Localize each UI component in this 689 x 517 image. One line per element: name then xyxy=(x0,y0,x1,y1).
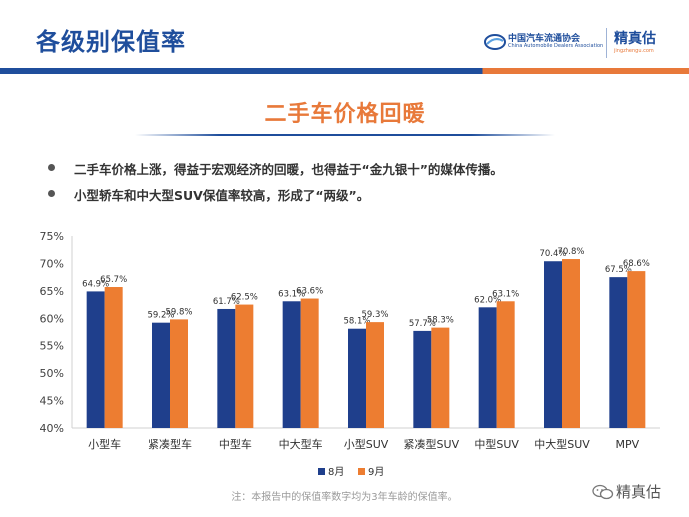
x-tick-label: 中型车 xyxy=(219,437,252,451)
data-label: 59.2% xyxy=(147,311,174,321)
data-label: 57.7% xyxy=(409,319,436,329)
bar-sep xyxy=(235,304,254,428)
data-label: 59.8% xyxy=(165,307,192,317)
bar-aug xyxy=(86,291,105,428)
y-tick-label: 75% xyxy=(40,230,64,243)
wechat-icon xyxy=(592,484,614,500)
cada-name: 中国汽车流通协会 xyxy=(508,34,581,44)
y-tick-label: 40% xyxy=(40,422,64,435)
legend-label: 8月 xyxy=(328,466,344,478)
wechat-watermark: 精真估 xyxy=(592,481,661,502)
bar-sep xyxy=(170,319,188,428)
bullet-text: 小型轿车和中大型SUV保值率较高，形成了“两级”。 xyxy=(74,188,370,203)
y-tick-label: 65% xyxy=(40,285,64,298)
data-label: 62.5% xyxy=(231,293,258,303)
cada-logo: 中国汽车流通协会 China Automobile Dealers Associ… xyxy=(484,30,604,56)
bar-sep xyxy=(562,259,580,428)
data-label: 61.7% xyxy=(213,297,240,307)
y-tick-label: 45% xyxy=(40,395,64,408)
x-tick-label: MPV xyxy=(616,438,640,451)
bar-sep xyxy=(104,287,123,428)
data-label: 59.3% xyxy=(361,310,388,320)
x-tick-label: 小型SUV xyxy=(344,437,389,451)
banner-title: 二手车价格回暖 xyxy=(264,102,426,127)
logo-divider xyxy=(606,28,607,58)
bullet-dot-icon xyxy=(48,190,55,197)
y-tick-label: 60% xyxy=(40,312,64,325)
data-label: 58.1% xyxy=(343,317,370,327)
data-label: 70.8% xyxy=(557,247,584,257)
bar-aug xyxy=(282,301,301,428)
bullet-text: 二手车价格上涨，得益于宏观经济的回暖，也得益于“金九银十”的媒体传播。 xyxy=(74,162,503,177)
data-label: 63.1% xyxy=(492,289,519,299)
x-tick-label: 中型SUV xyxy=(474,437,519,451)
x-tick-label: 中大型车 xyxy=(279,437,323,451)
page-title: 各级别保值率 xyxy=(36,28,186,56)
data-label: 64.9% xyxy=(82,279,109,289)
x-tick-label: 紧凑型车 xyxy=(148,437,192,451)
cada-english-name: China Automobile Dealers Association xyxy=(508,43,604,49)
y-tick-label: 55% xyxy=(40,340,64,353)
bar-sep xyxy=(300,298,319,428)
legend-label: 9月 xyxy=(368,466,384,478)
bar-aug xyxy=(413,330,432,428)
data-label: 63.1% xyxy=(278,289,305,299)
y-tick-label: 70% xyxy=(40,257,64,270)
bar-sep xyxy=(431,327,450,428)
jzg-name: 精真估 xyxy=(614,31,656,47)
bar-sep xyxy=(496,301,515,428)
x-tick-label: 小型车 xyxy=(88,437,121,451)
banner: 二手车价格回暖 xyxy=(135,90,555,140)
data-label: 65.7% xyxy=(100,275,127,285)
bar-aug xyxy=(152,322,170,428)
data-label: 58.3% xyxy=(427,316,454,326)
bar-sep xyxy=(366,322,384,428)
legend-swatch xyxy=(318,468,325,475)
jzg-url: jingzhengu.com xyxy=(614,48,654,54)
header-accent-bar xyxy=(0,68,689,74)
header: 各级别保值率 中国汽车流通协会 China Automobile Dealers… xyxy=(0,0,689,82)
banner-underline xyxy=(135,134,555,136)
data-label: 63.6% xyxy=(296,287,323,297)
bar-aug xyxy=(544,261,562,428)
footnote: 注：本报告中的保值率数字均为3年车龄的保值率。 xyxy=(231,492,458,503)
bar-aug xyxy=(348,328,366,428)
bullet-dot-icon xyxy=(48,164,55,171)
y-tick-label: 50% xyxy=(40,367,64,380)
bar-sep xyxy=(627,271,646,428)
x-tick-label: 紧凑型SUV xyxy=(404,437,460,451)
bar-aug xyxy=(609,277,628,428)
bar-aug xyxy=(478,307,497,428)
legend-swatch xyxy=(358,468,365,475)
bar-aug xyxy=(217,308,236,428)
wechat-label: 精真估 xyxy=(616,483,662,501)
cada-emblem-icon xyxy=(484,34,506,50)
data-label: 62.0% xyxy=(474,295,501,305)
data-label: 67.5% xyxy=(605,265,632,275)
x-tick-label: 中大型SUV xyxy=(534,437,590,451)
data-label: 68.6% xyxy=(623,259,650,269)
jzg-logo: 精真估 jingzhengu.com xyxy=(614,28,656,54)
data-label: 70.4% xyxy=(539,249,566,259)
